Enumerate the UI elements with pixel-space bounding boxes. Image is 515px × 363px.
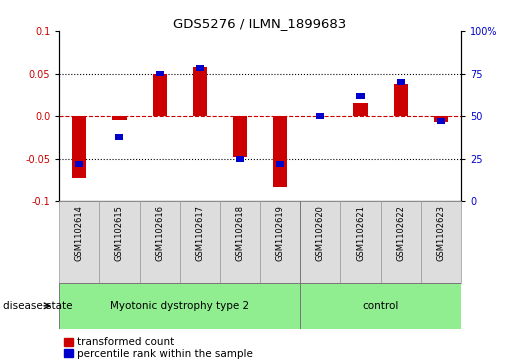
Bar	[397, 79, 405, 85]
Bar	[59, 201, 99, 283]
Bar	[300, 283, 481, 329]
Bar	[180, 201, 220, 283]
Bar	[273, 116, 287, 187]
Bar	[112, 116, 127, 121]
Text: GSM1102620: GSM1102620	[316, 205, 325, 261]
Text: control: control	[363, 301, 399, 311]
Text: Myotonic dystrophy type 2: Myotonic dystrophy type 2	[110, 301, 249, 311]
Text: GSM1102615: GSM1102615	[115, 205, 124, 261]
Bar	[220, 201, 260, 283]
Text: GSM1102614: GSM1102614	[75, 205, 84, 261]
Text: GSM1102621: GSM1102621	[356, 205, 365, 261]
Text: GSM1102616: GSM1102616	[155, 205, 164, 261]
Bar	[260, 201, 300, 283]
Bar	[152, 73, 167, 116]
Bar	[300, 201, 340, 283]
Bar	[236, 156, 244, 162]
Bar	[276, 161, 284, 167]
Bar	[340, 201, 381, 283]
Legend: transformed count, percentile rank within the sample: transformed count, percentile rank withi…	[64, 337, 253, 359]
Bar	[59, 283, 300, 329]
Bar	[233, 116, 247, 157]
Text: GSM1102617: GSM1102617	[195, 205, 204, 261]
Bar	[75, 161, 83, 167]
Bar	[193, 67, 207, 116]
Bar	[393, 84, 408, 116]
Text: disease state: disease state	[3, 301, 72, 311]
Bar	[434, 116, 448, 122]
Bar	[72, 116, 87, 178]
Bar	[316, 113, 324, 119]
Title: GDS5276 / ILMN_1899683: GDS5276 / ILMN_1899683	[174, 17, 347, 30]
Bar	[140, 201, 180, 283]
Bar	[99, 201, 140, 283]
Bar	[437, 118, 445, 124]
Text: GSM1102618: GSM1102618	[235, 205, 245, 261]
Bar	[115, 134, 124, 140]
Bar	[196, 65, 204, 72]
Bar	[156, 70, 164, 77]
Bar	[356, 93, 365, 99]
Bar	[381, 201, 421, 283]
Bar	[421, 201, 461, 283]
Text: GSM1102623: GSM1102623	[436, 205, 445, 261]
Text: GSM1102622: GSM1102622	[396, 205, 405, 261]
Bar	[353, 103, 368, 116]
Text: GSM1102619: GSM1102619	[276, 205, 285, 261]
